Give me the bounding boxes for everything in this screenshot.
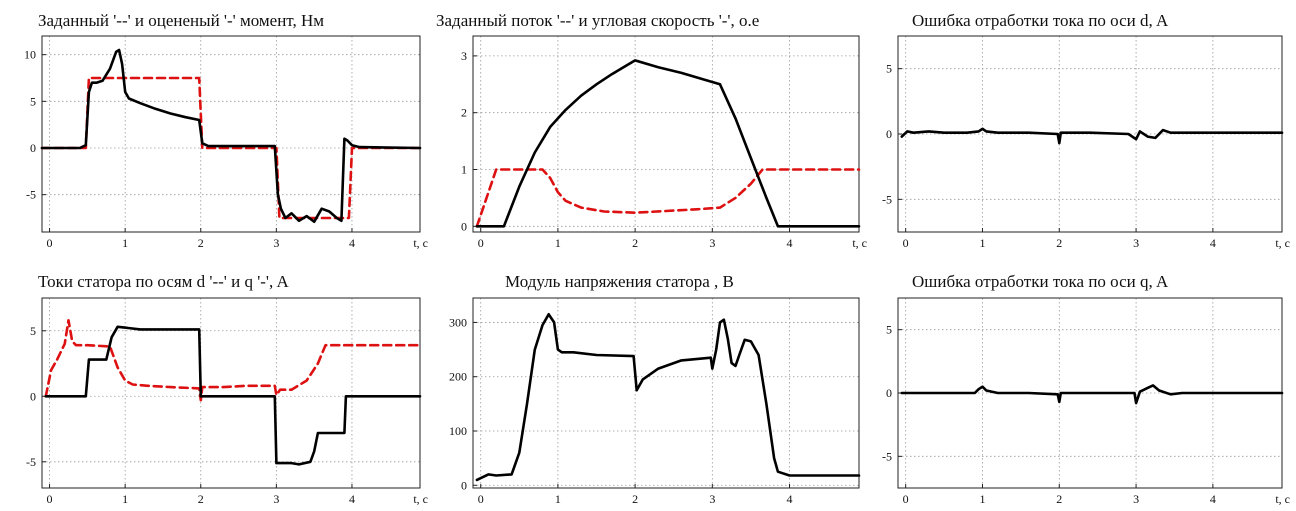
plot-frame [41, 35, 421, 233]
y-tick-label-2: 5 [886, 62, 892, 76]
series-line-dashed-0 [44, 319, 422, 402]
x-tick-label-2: 2 [632, 492, 638, 506]
x-tick-label-1: 1 [555, 492, 561, 506]
series-line-solid-0 [900, 384, 1284, 405]
x-tick-label-1: 1 [979, 492, 985, 506]
x-tick-label-2: 2 [1056, 236, 1062, 250]
x-tick-label-0: 0 [478, 236, 484, 250]
y-tick-label-0: -5 [882, 449, 892, 463]
x-tick-label-4: 4 [349, 236, 355, 250]
y-tick-label-1: 100 [449, 424, 467, 438]
series-line-solid-1 [40, 48, 422, 223]
y-tick-label-2: 2 [461, 106, 467, 120]
y-tick-label-0: -5 [26, 455, 36, 469]
y-tick-label-1: 0 [886, 127, 892, 141]
x-tick-label-4: 4 [1210, 236, 1216, 250]
y-tick-label-0: -5 [882, 192, 892, 206]
x-tick-label-3: 3 [1133, 236, 1139, 250]
x-axis-label: t, c [413, 492, 428, 506]
chart-title-flux-speed: Заданный поток '--' и угловая скорость '… [436, 11, 760, 30]
y-tick-label-1: 0 [30, 141, 36, 155]
plot-frame [472, 297, 860, 489]
chart-title-torque: Заданный '--' и оцененый '-' момент, Нм [38, 11, 324, 30]
x-tick-label-0: 0 [903, 236, 909, 250]
plot-frame [472, 35, 860, 233]
y-tick-label-2: 5 [30, 94, 36, 108]
x-tick-label-0: 0 [47, 236, 53, 250]
x-axis-label: t, c [1275, 236, 1290, 250]
x-tick-label-3: 3 [709, 236, 715, 250]
y-tick-label-1: 0 [886, 386, 892, 400]
x-tick-label-0: 0 [478, 492, 484, 506]
chart-title-voltage: Модуль напряжения статора , В [505, 272, 734, 291]
y-tick-label-2: 200 [449, 370, 467, 384]
x-tick-label-2: 2 [1056, 492, 1062, 506]
x-tick-label-2: 2 [198, 492, 204, 506]
y-tick-label-3: 3 [461, 49, 467, 63]
y-tick-label-1: 0 [30, 389, 36, 403]
x-tick-label-2: 2 [632, 236, 638, 250]
x-tick-label-3: 3 [273, 236, 279, 250]
x-axis-label: t, c [1275, 492, 1290, 506]
y-tick-label-3: 300 [449, 315, 467, 329]
series-line-solid-1 [475, 59, 861, 228]
x-tick-label-3: 3 [273, 492, 279, 506]
x-axis-label: t, c [413, 236, 428, 250]
chart-title-q-error: Ошибка отработки тока по оси q, A [912, 272, 1169, 291]
x-tick-label-4: 4 [787, 236, 793, 250]
y-tick-label-0: 0 [461, 478, 467, 492]
x-tick-label-2: 2 [198, 236, 204, 250]
y-tick-label-0: -5 [26, 188, 36, 202]
x-tick-label-4: 4 [1210, 492, 1216, 506]
chart-title-currents: Токи статора по осям d '--' и q '-', A [38, 272, 289, 291]
y-tick-label-3: 10 [24, 48, 36, 62]
series-line-dashed-0 [475, 168, 861, 228]
x-tick-label-1: 1 [122, 492, 128, 506]
y-tick-label-1: 1 [461, 163, 467, 177]
chart-title-d-error: Ошибка отработки тока по оси d, A [912, 11, 1169, 30]
x-tick-label-4: 4 [787, 492, 793, 506]
y-tick-label-2: 5 [30, 324, 36, 338]
x-tick-label-1: 1 [555, 236, 561, 250]
x-tick-label-0: 0 [47, 492, 53, 506]
series-line-solid-1 [44, 325, 422, 466]
series-line-solid-0 [475, 313, 861, 482]
series-line-solid-0 [900, 127, 1284, 145]
x-tick-label-3: 3 [709, 492, 715, 506]
plot-frame [41, 297, 421, 489]
y-tick-label-0: 0 [461, 219, 467, 233]
x-tick-label-3: 3 [1133, 492, 1139, 506]
x-tick-label-1: 1 [122, 236, 128, 250]
x-tick-label-0: 0 [903, 492, 909, 506]
y-tick-label-2: 5 [886, 323, 892, 337]
x-tick-label-1: 1 [979, 236, 985, 250]
x-tick-label-4: 4 [349, 492, 355, 506]
x-axis-label: t, c [852, 236, 867, 250]
